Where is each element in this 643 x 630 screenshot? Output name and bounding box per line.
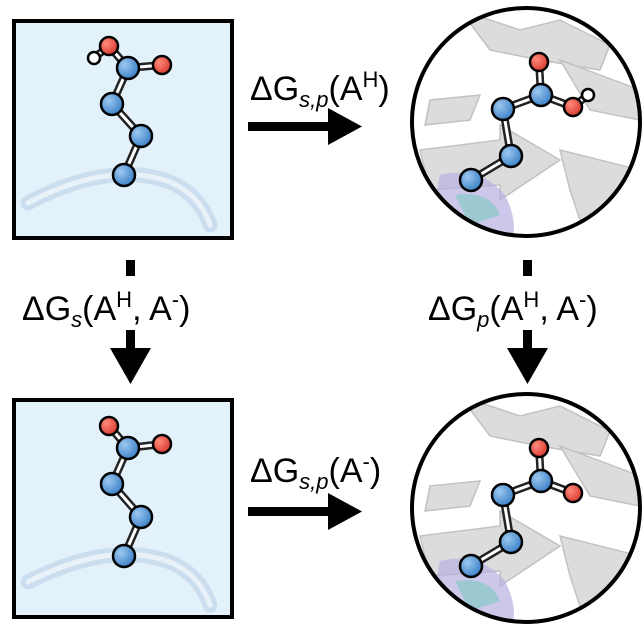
carbon-atom [458, 553, 484, 579]
oxygen-atom [98, 35, 120, 57]
arrow-top [248, 108, 362, 145]
oxygen-atom [98, 415, 120, 437]
hydrogen-atom [580, 87, 596, 103]
carbon-atom [498, 529, 524, 555]
amino-acid-molecule [86, 35, 173, 188]
label-left: ΔGs(AH, A-) [22, 287, 190, 332]
amino-acid-molecule [98, 415, 173, 569]
amino-acid-molecule [458, 51, 596, 193]
oxygen-atom [562, 482, 584, 504]
carbon-atom [128, 504, 154, 530]
label-bottom: ΔGs,p(A-) [250, 449, 381, 494]
carbon-atom [115, 435, 141, 461]
oxygen-atom [151, 54, 173, 76]
protein-deprotonated-panel [410, 392, 642, 624]
arrow-bottom [248, 493, 362, 530]
oxygen-atom [151, 433, 173, 455]
solvent-deprotonated-panel [12, 398, 234, 619]
carbon-atom [458, 167, 484, 193]
hydrogen-atom [86, 50, 102, 66]
label-right: ΔGp(AH, A-) [428, 287, 598, 332]
carbon-atom [490, 482, 516, 508]
amino-acid-molecule [458, 437, 584, 579]
oxygen-atom [528, 51, 550, 73]
carbon-atom [528, 468, 554, 494]
oxygen-atom [562, 96, 584, 118]
label-top: ΔGs,p(AH) [250, 67, 390, 112]
carbon-atom [528, 82, 554, 108]
carbon-atom [111, 543, 137, 569]
protein-protonated-panel [410, 6, 642, 238]
carbon-atom [99, 471, 125, 497]
arrow-left [110, 260, 151, 384]
carbon-atom [128, 123, 154, 149]
carbon-atom [99, 91, 125, 117]
carbon-atom [490, 96, 516, 122]
oxygen-atom [528, 437, 550, 459]
carbon-atom [498, 143, 524, 169]
carbon-atom [115, 55, 141, 81]
solvent-protonated-panel [12, 19, 234, 240]
carbon-atom [111, 162, 137, 188]
arrow-right [507, 260, 548, 384]
